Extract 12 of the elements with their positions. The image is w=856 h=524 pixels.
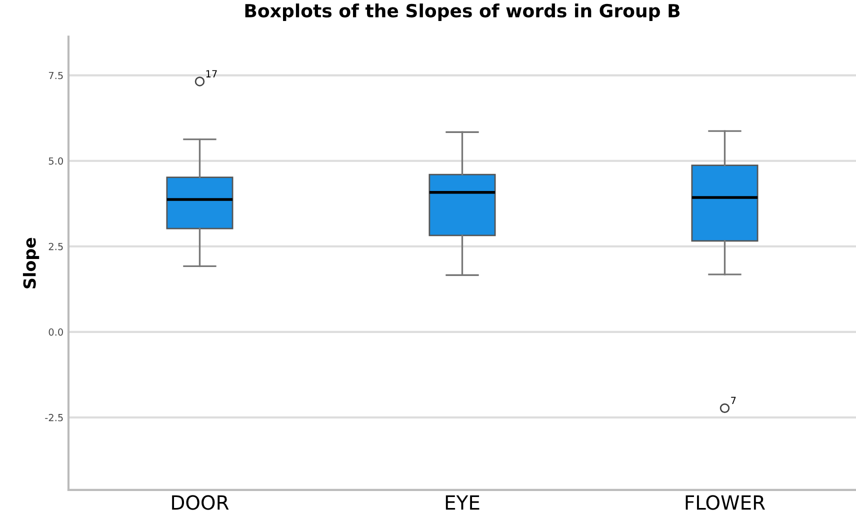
y-tick-label: 7.5	[48, 72, 63, 80]
x-tick-label: EYE	[446, 495, 480, 510]
chart-title: Boxplots of the Slopes of words in Group B	[245, 4, 680, 21]
y-tick-label: 0.0	[48, 328, 63, 336]
annotation: 17	[206, 70, 217, 78]
y-tick-label: -2.5	[45, 414, 63, 422]
y-axis-title: Slope	[22, 238, 40, 288]
y-tick-label: 5.0	[48, 157, 63, 165]
annotation: 7	[731, 396, 736, 404]
x-tick-label: DOOR	[172, 495, 229, 510]
y-tick-label: 2.5	[48, 242, 63, 250]
x-tick-label: FLOWER	[686, 495, 766, 510]
